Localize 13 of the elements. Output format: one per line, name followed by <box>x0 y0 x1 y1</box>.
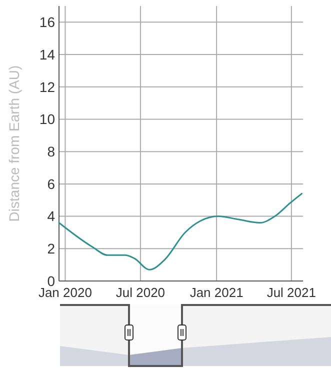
y-tick-label: 10 <box>39 111 56 128</box>
y-tick-label: 12 <box>39 78 56 95</box>
y-tick-label: 2 <box>47 240 56 257</box>
x-tick-label: Jan 2021 <box>190 285 244 300</box>
y-tick-label: 16 <box>39 14 56 30</box>
x-tick-label: Jul 2020 <box>116 285 166 300</box>
y-tick-label: 4 <box>47 208 56 224</box>
y-tick-label: 6 <box>47 176 56 192</box>
x-tick-label: Jul 2021 <box>266 285 316 300</box>
y-tick-label: 8 <box>47 143 56 160</box>
y-axis-title: Distance from Earth (AU) <box>6 65 22 222</box>
line-series <box>58 192 303 270</box>
y-tick-label: 14 <box>39 46 56 62</box>
